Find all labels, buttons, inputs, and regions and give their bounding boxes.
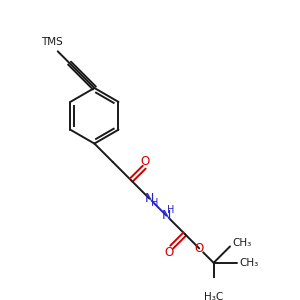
Text: CH₃: CH₃: [239, 258, 259, 268]
Text: N: N: [162, 209, 171, 222]
Text: CH₃: CH₃: [232, 238, 252, 248]
Text: N: N: [145, 192, 154, 205]
Text: O: O: [164, 246, 174, 259]
Text: H₃C: H₃C: [204, 292, 223, 300]
Text: O: O: [195, 242, 204, 255]
Text: TMS: TMS: [41, 37, 63, 47]
Text: H: H: [167, 205, 175, 215]
Text: H: H: [151, 198, 159, 208]
Text: O: O: [140, 155, 150, 168]
